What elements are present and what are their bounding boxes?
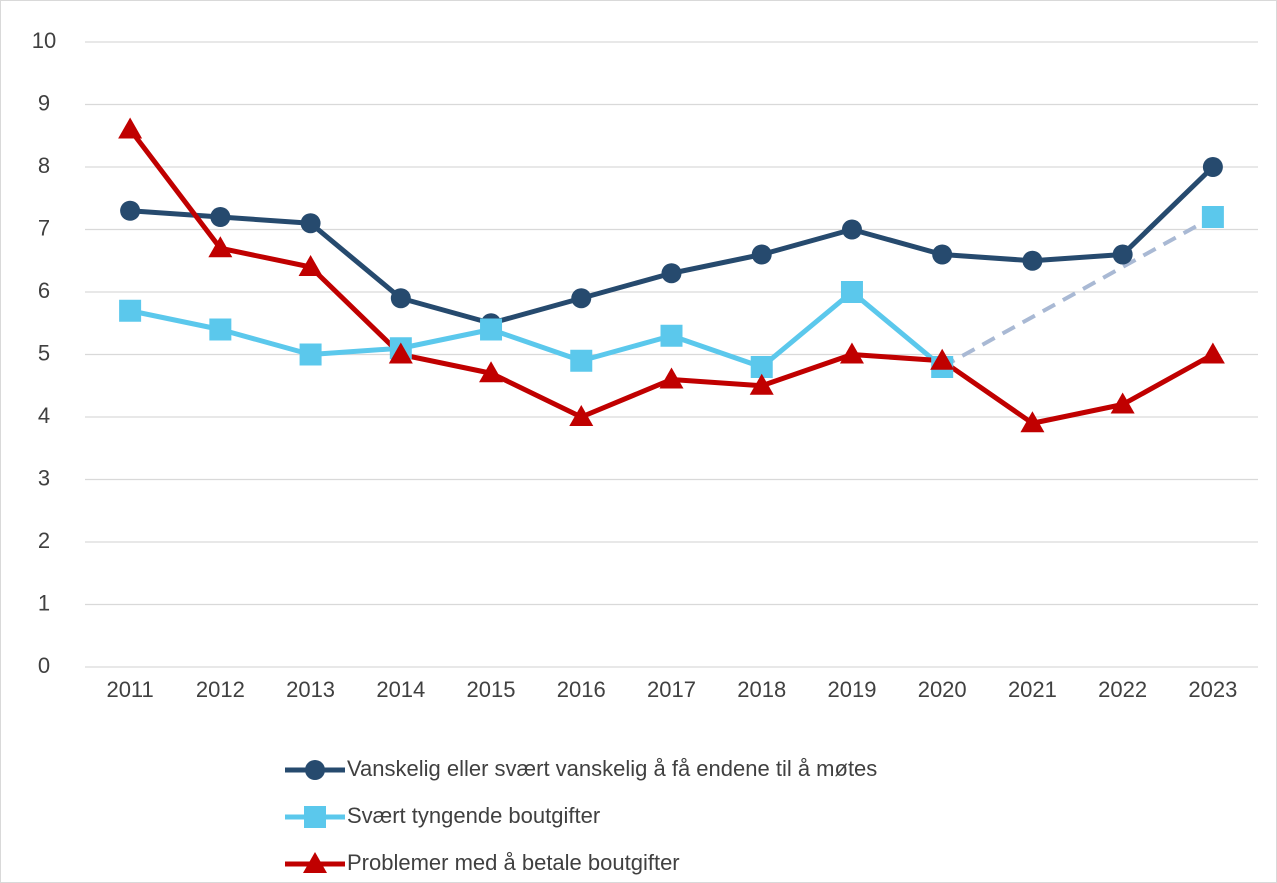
marker [1020, 411, 1045, 433]
y-tick-label: 10 [32, 28, 56, 53]
x-tick-label: 2017 [647, 677, 696, 702]
y-tick-label: 3 [38, 465, 50, 490]
y-tick-label: 7 [38, 215, 50, 240]
gap-connector [941, 215, 1214, 369]
marker [751, 244, 772, 265]
y-tick-label: 1 [38, 590, 50, 615]
marker [298, 255, 323, 276]
x-tick-label: 2018 [737, 677, 786, 702]
marker [119, 299, 142, 322]
marker [479, 361, 504, 383]
marker [390, 288, 411, 309]
y-tick-label: 9 [38, 90, 50, 115]
x-tick-label: 2023 [1188, 677, 1237, 702]
y-tick-label: 4 [38, 403, 50, 428]
y-tick-label: 2 [38, 528, 50, 553]
marker [570, 349, 593, 372]
x-tick-label: 2022 [1098, 677, 1147, 702]
y-tick-label: 5 [38, 340, 50, 365]
marker [750, 356, 773, 378]
marker [841, 219, 862, 240]
marker [299, 343, 322, 366]
x-tick-label: 2014 [376, 677, 425, 702]
marker [659, 367, 684, 389]
x-tick-label: 2021 [1008, 677, 1057, 702]
marker [1201, 206, 1224, 228]
y-tick-label: 6 [38, 278, 50, 303]
marker [571, 288, 592, 309]
marker [839, 342, 864, 364]
x-tick-label: 2019 [827, 677, 876, 702]
marker [388, 342, 413, 364]
x-tick-label: 2016 [557, 677, 606, 702]
marker [930, 348, 955, 370]
x-tick-label: 2011 [106, 677, 153, 702]
marker [209, 318, 232, 341]
legend-marker [305, 760, 325, 780]
x-tick-label: 2015 [467, 677, 516, 702]
legend-label: Svært tyngende boutgifter [347, 803, 600, 828]
marker [300, 213, 321, 234]
marker [208, 236, 233, 258]
marker [120, 200, 141, 221]
marker [1022, 250, 1043, 271]
marker [932, 244, 953, 265]
marker [840, 281, 863, 303]
legend-marker [304, 806, 326, 828]
marker [569, 405, 594, 426]
legend-label: Problemer med å betale boutgifter [347, 850, 680, 875]
marker [1202, 157, 1223, 177]
marker [1110, 392, 1135, 414]
x-tick-label: 2013 [286, 677, 335, 702]
marker [661, 263, 682, 284]
marker [660, 324, 683, 347]
marker [1200, 342, 1225, 364]
marker [1112, 244, 1133, 265]
marker [749, 373, 774, 395]
x-tick-label: 2020 [918, 677, 967, 702]
marker [118, 117, 143, 139]
legend-marker [303, 852, 327, 873]
marker [210, 207, 231, 227]
y-tick-label: 8 [38, 153, 50, 178]
legend-label: Vanskelig eller svært vanskelig å få end… [347, 756, 877, 781]
marker [480, 318, 503, 341]
y-tick-label: 0 [38, 653, 50, 678]
x-tick-label: 2012 [196, 677, 245, 702]
